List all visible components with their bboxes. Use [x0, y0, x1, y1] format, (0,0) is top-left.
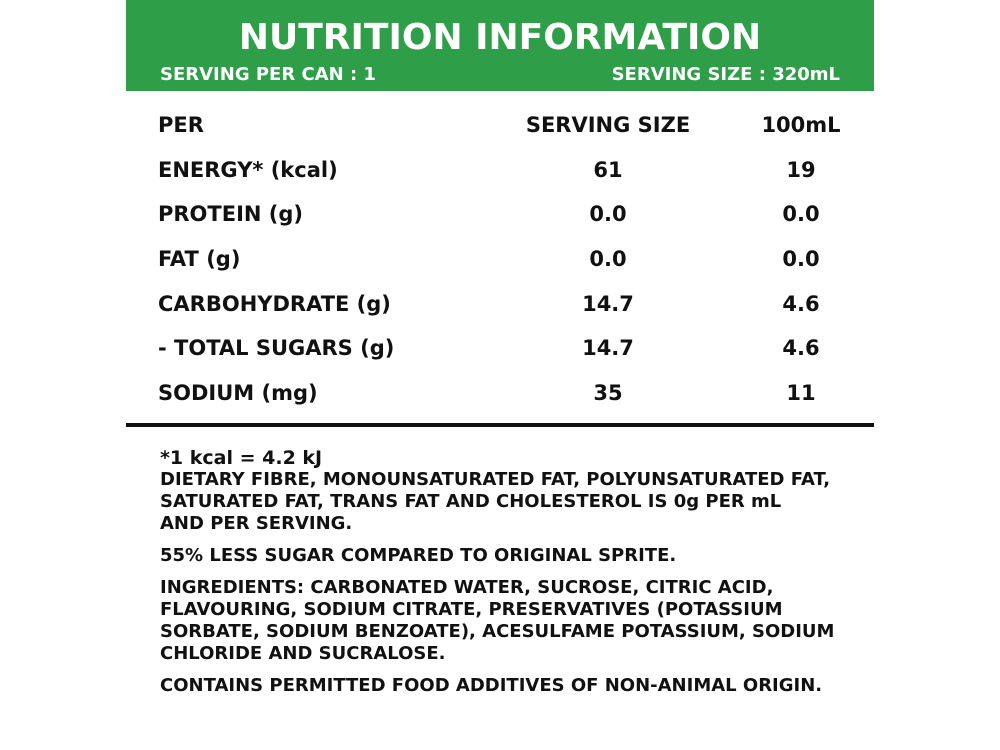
table-row: ENERGY* (kcal) 61 19	[126, 148, 874, 193]
per-serving-value: 61	[593, 157, 623, 182]
note-gap	[160, 535, 860, 545]
nutrient-name: PROTEIN (g)	[158, 202, 304, 227]
nutrient-name: SODIUM (mg)	[158, 381, 318, 406]
header-per: PER	[158, 113, 204, 137]
section-divider	[126, 423, 874, 427]
nutrition-header: NUTRITION INFORMATION SERVING PER CAN : …	[126, 0, 874, 91]
table-header-row: PER SERVING SIZE 100mL	[126, 103, 874, 148]
ingredients-line: FLAVOURING, SODIUM CITRATE, PRESERVATIVE…	[160, 599, 783, 620]
nutrient-name: ENERGY* (kcal)	[158, 157, 338, 182]
nutrient-name: CARBOHYDRATE (g)	[158, 291, 391, 316]
note-gap	[160, 567, 860, 577]
ingredients-line: CHLORIDE AND SUCRALOSE.	[160, 643, 446, 664]
per-100ml-value: 19	[786, 157, 816, 182]
per-100ml-value: 4.6	[782, 336, 820, 361]
note-gap	[160, 665, 860, 675]
ingredients-line: INGREDIENTS: CARBONATED WATER, SUCROSE, …	[160, 577, 774, 598]
header-100ml: 100mL	[761, 113, 841, 137]
ingredients-line: SORBATE, SODIUM BENZOATE), ACESULFAME PO…	[160, 621, 835, 642]
serving-size: SERVING SIZE : 320mL	[611, 64, 840, 85]
table-row: CARBOHYDRATE (g) 14.7 4.6	[126, 282, 874, 327]
per-serving-value: 0.0	[589, 247, 627, 272]
nutrient-name: - TOTAL SUGARS (g)	[158, 336, 395, 361]
less-sugar-note: 55% LESS SUGAR COMPARED TO ORIGINAL SPRI…	[160, 545, 677, 566]
fibre-note-line: DIETARY FIBRE, MONOUNSATURATED FAT, POLY…	[160, 469, 831, 490]
table-row: SODIUM (mg) 35 11	[126, 371, 874, 416]
per-serving-value: 35	[593, 381, 623, 406]
serving-per-can: SERVING PER CAN : 1	[160, 64, 376, 85]
footnotes: *1 kcal = 4.2 kJ DIETARY FIBRE, MONOUNSA…	[160, 447, 860, 697]
kcal-conversion-note: *1 kcal = 4.2 kJ	[160, 447, 323, 469]
per-100ml-value: 4.6	[782, 291, 820, 316]
nutrition-table: PER SERVING SIZE 100mL ENERGY* (kcal) 61…	[126, 103, 874, 416]
fibre-note-line: AND PER SERVING.	[160, 513, 353, 534]
header-serving-size: SERVING SIZE	[525, 113, 691, 137]
nutrient-name: FAT (g)	[158, 247, 241, 272]
per-100ml-value: 0.0	[782, 202, 820, 227]
table-row: - TOTAL SUGARS (g) 14.7 4.6	[126, 326, 874, 371]
per-serving-value: 14.7	[582, 291, 634, 316]
per-serving-value: 14.7	[582, 336, 634, 361]
nutrition-title: NUTRITION INFORMATION	[238, 17, 762, 58]
nutrition-panel: NUTRITION INFORMATION SERVING PER CAN : …	[126, 0, 874, 750]
table-row: PROTEIN (g) 0.0 0.0	[126, 192, 874, 237]
per-100ml-value: 11	[786, 381, 816, 406]
per-serving-value: 0.0	[589, 202, 627, 227]
table-row: FAT (g) 0.0 0.0	[126, 237, 874, 282]
additives-note: CONTAINS PERMITTED FOOD ADDITIVES OF NON…	[160, 675, 823, 696]
per-100ml-value: 0.0	[782, 247, 820, 272]
fibre-note-line: SATURATED FAT, TRANS FAT AND CHOLESTEROL…	[160, 491, 782, 512]
